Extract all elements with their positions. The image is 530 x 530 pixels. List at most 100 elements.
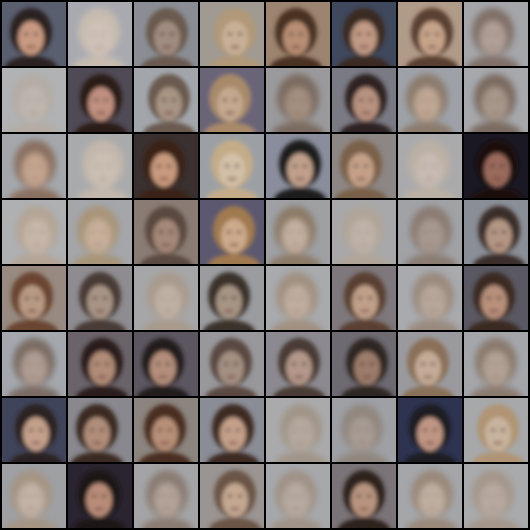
- face-image: [464, 68, 528, 132]
- face-thumbnail: [464, 134, 528, 198]
- face-image: [266, 464, 330, 528]
- face-image: [464, 200, 528, 264]
- face-thumbnail: [134, 266, 198, 330]
- face-image: [464, 266, 528, 330]
- face-thumbnail: [2, 2, 66, 66]
- face-image: [266, 398, 330, 462]
- face-image: [332, 332, 396, 396]
- face-thumbnail: [332, 68, 396, 132]
- face-image: [332, 398, 396, 462]
- face-thumbnail: [332, 200, 396, 264]
- face-thumbnail: [68, 2, 132, 66]
- face-thumbnail: [200, 68, 264, 132]
- face-image: [398, 2, 462, 66]
- face-image: [68, 200, 132, 264]
- face-image: [332, 464, 396, 528]
- face-image: [464, 2, 528, 66]
- face-thumbnail: [2, 332, 66, 396]
- face-thumbnail: [134, 134, 198, 198]
- face-thumbnail: [134, 200, 198, 264]
- face-thumbnail: [200, 2, 264, 66]
- face-thumbnail: [2, 200, 66, 264]
- face-thumbnail: [134, 68, 198, 132]
- face-image: [332, 266, 396, 330]
- face-thumbnail: [266, 200, 330, 264]
- face-image: [200, 398, 264, 462]
- face-image: [200, 266, 264, 330]
- face-image: [2, 464, 66, 528]
- face-image: [398, 68, 462, 132]
- face-image: [332, 134, 396, 198]
- face-thumbnail: [2, 266, 66, 330]
- face-image: [398, 134, 462, 198]
- face-thumbnail: [2, 134, 66, 198]
- face-thumbnail: [332, 266, 396, 330]
- face-image: [68, 68, 132, 132]
- face-thumbnail: [200, 200, 264, 264]
- face-thumbnail: [68, 68, 132, 132]
- face-thumbnail: [134, 464, 198, 528]
- face-thumbnail: [464, 398, 528, 462]
- face-image: [200, 464, 264, 528]
- face-image: [398, 332, 462, 396]
- face-image: [266, 2, 330, 66]
- face-thumbnail: [200, 134, 264, 198]
- face-image: [68, 134, 132, 198]
- face-thumbnail: [200, 332, 264, 396]
- face-image: [398, 464, 462, 528]
- face-image: [134, 2, 198, 66]
- face-image: [2, 68, 66, 132]
- face-image: [332, 68, 396, 132]
- face-thumbnail: [398, 68, 462, 132]
- face-thumbnail: [266, 68, 330, 132]
- face-thumbnail: [266, 134, 330, 198]
- face-thumbnail: [332, 332, 396, 396]
- face-thumbnail: [464, 464, 528, 528]
- face-thumbnail: [266, 2, 330, 66]
- face-image: [200, 134, 264, 198]
- face-image: [464, 464, 528, 528]
- face-image: [2, 134, 66, 198]
- face-thumbnail: [2, 464, 66, 528]
- face-thumbnail: [68, 134, 132, 198]
- face-image: [266, 332, 330, 396]
- face-image: [68, 464, 132, 528]
- face-thumbnail: [332, 134, 396, 198]
- face-thumbnail: [464, 266, 528, 330]
- face-image: [332, 200, 396, 264]
- face-image: [398, 398, 462, 462]
- face-image: [398, 200, 462, 264]
- face-thumbnail: [464, 200, 528, 264]
- face-image: [200, 332, 264, 396]
- face-image: [2, 200, 66, 264]
- face-thumbnail: [332, 2, 396, 66]
- face-thumbnail: [332, 398, 396, 462]
- face-thumbnail: [134, 398, 198, 462]
- face-thumbnail: [464, 2, 528, 66]
- face-image: [134, 464, 198, 528]
- face-image: [266, 200, 330, 264]
- face-image: [134, 398, 198, 462]
- face-thumbnail: [68, 266, 132, 330]
- face-thumbnail: [398, 332, 462, 396]
- face-image: [398, 266, 462, 330]
- face-thumbnail: [266, 464, 330, 528]
- face-thumbnail: [398, 464, 462, 528]
- face-image: [134, 332, 198, 396]
- face-thumbnail: [134, 332, 198, 396]
- face-image: [2, 2, 66, 66]
- face-image: [68, 398, 132, 462]
- face-image: [134, 134, 198, 198]
- face-image: [68, 332, 132, 396]
- face-image: [266, 134, 330, 198]
- face-thumbnail: [68, 464, 132, 528]
- face-thumbnail: [398, 398, 462, 462]
- face-image: [266, 68, 330, 132]
- face-image: [134, 200, 198, 264]
- face-image: [2, 398, 66, 462]
- face-thumbnail: [200, 464, 264, 528]
- face-thumbnail: [68, 398, 132, 462]
- face-image: [2, 266, 66, 330]
- face-thumbnail: [68, 332, 132, 396]
